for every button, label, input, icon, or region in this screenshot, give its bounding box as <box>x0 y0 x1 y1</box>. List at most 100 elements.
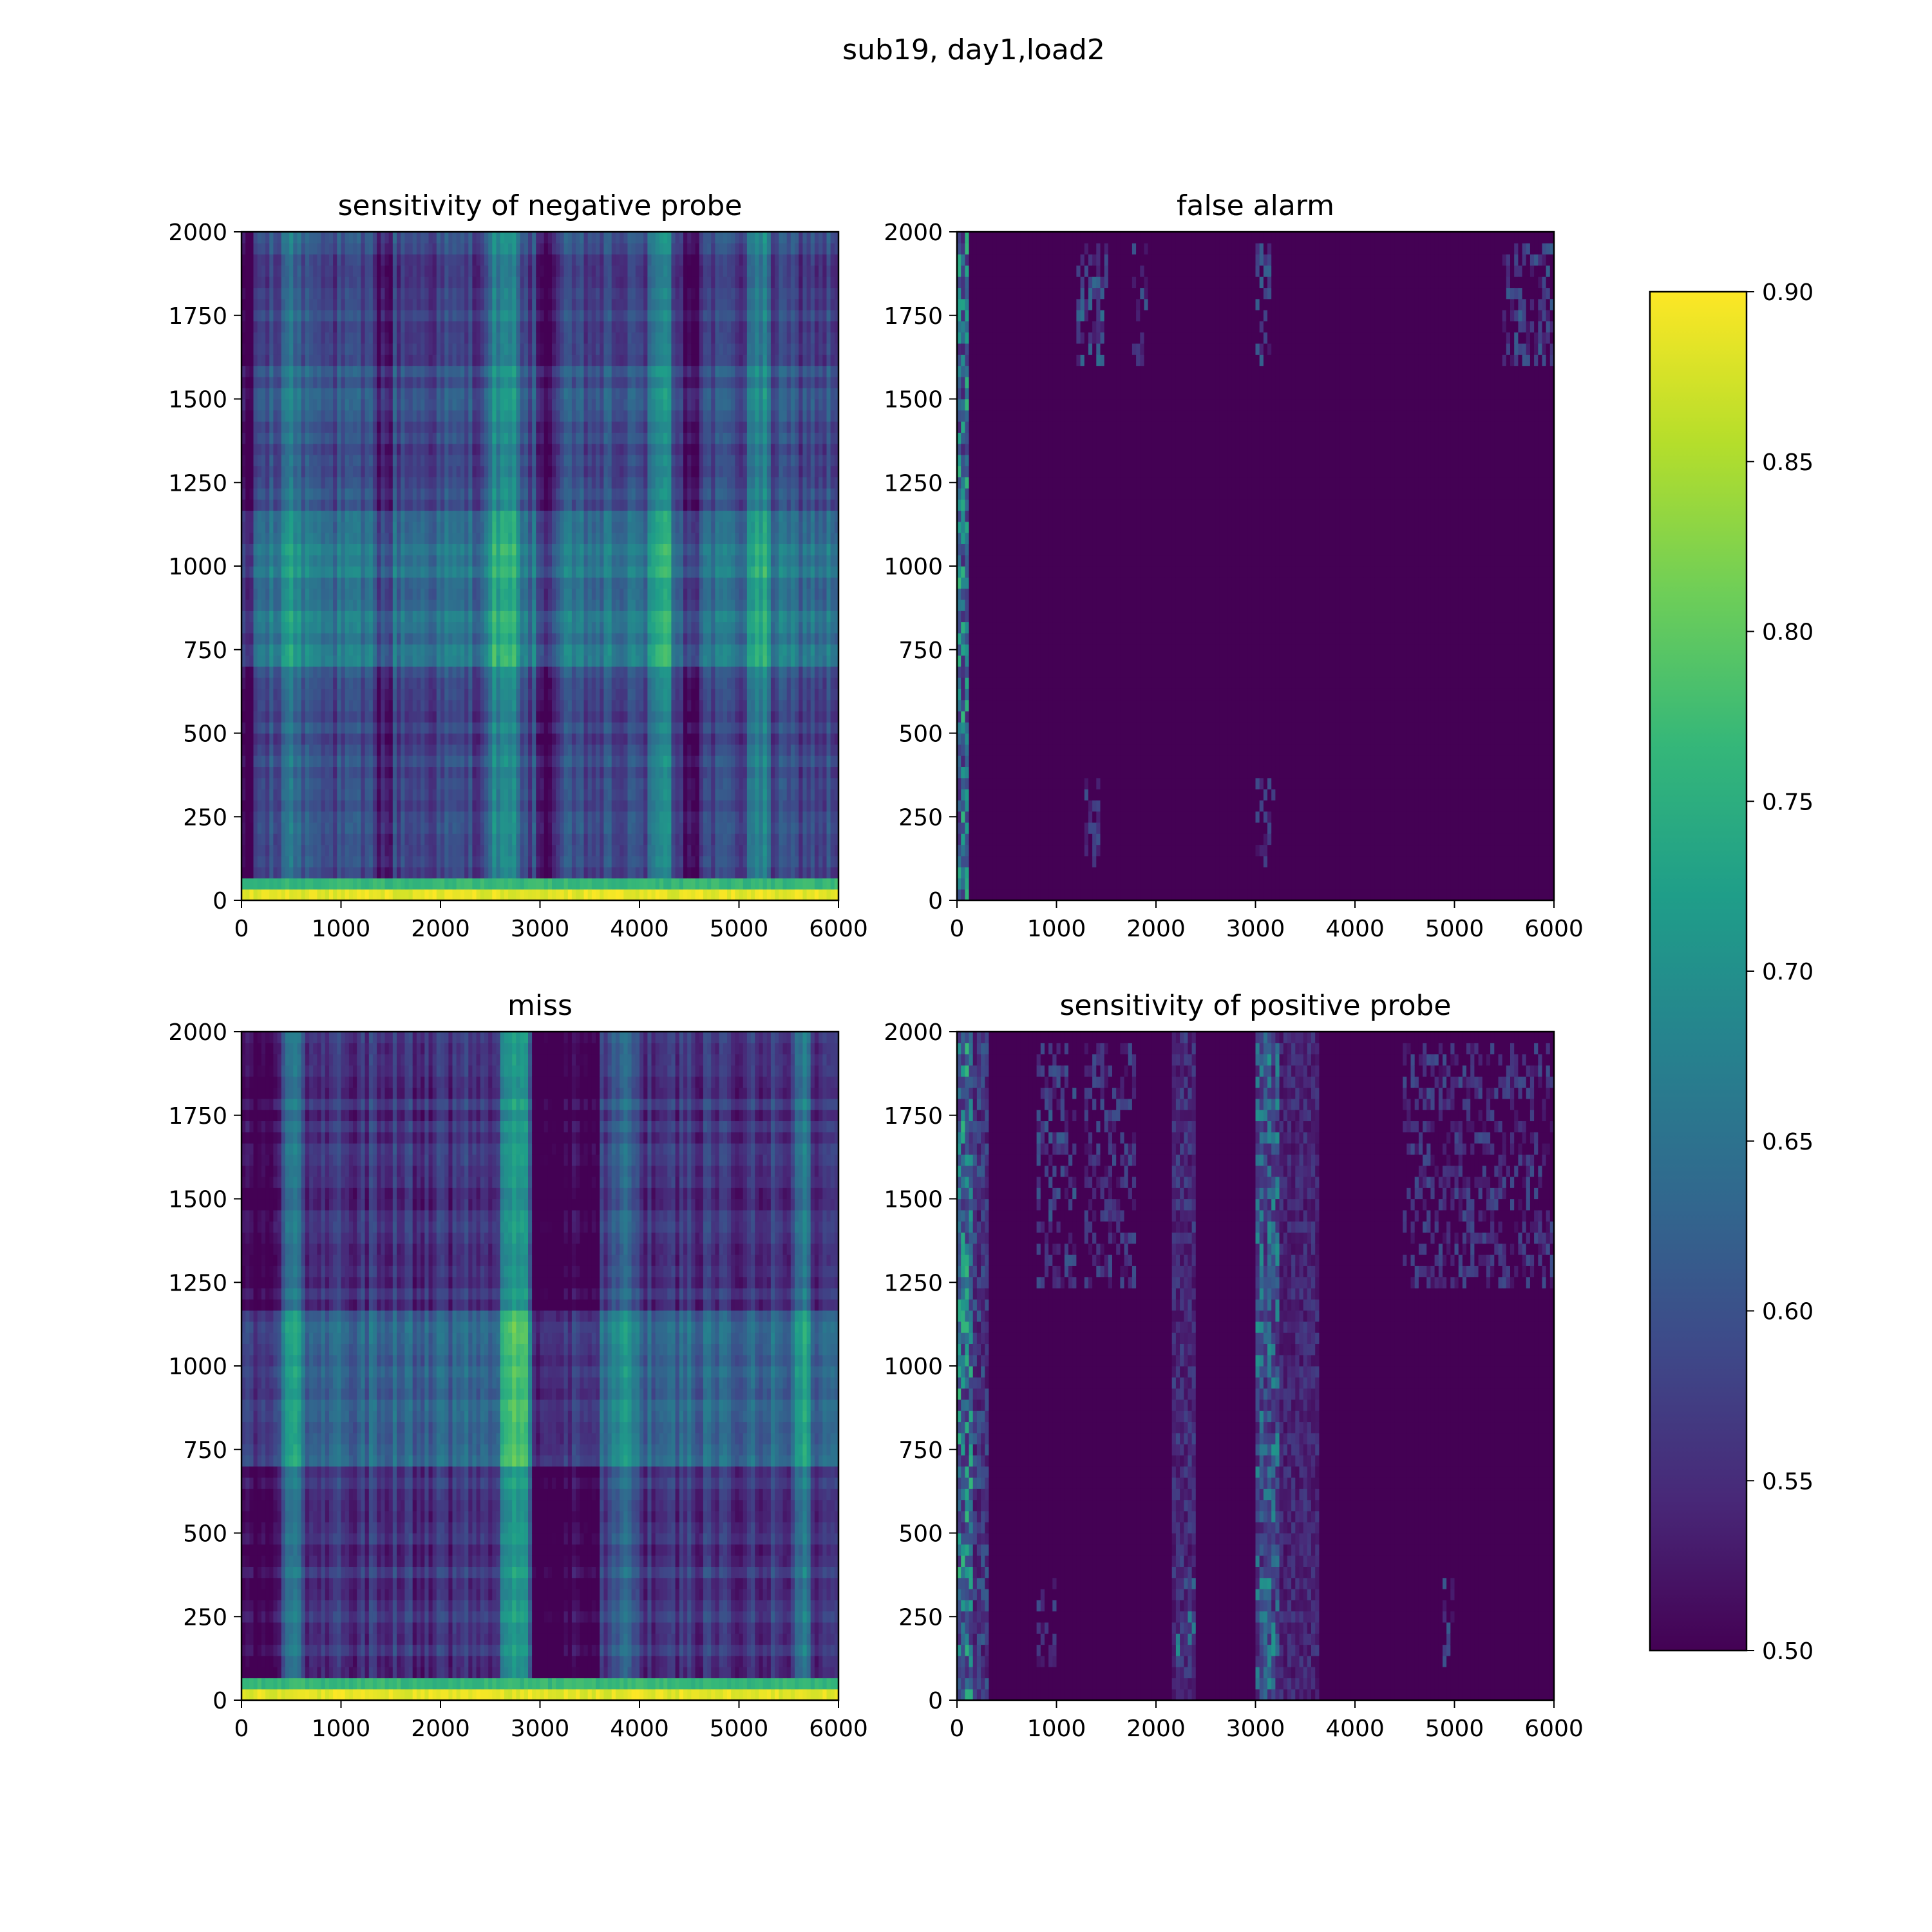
heatmap-cell <box>285 554 290 567</box>
heatmap-cell <box>440 455 445 466</box>
heatmap-cell <box>333 699 337 712</box>
heatmap-cell <box>357 889 361 901</box>
heatmap-cell <box>552 554 556 567</box>
heatmap-cell <box>552 510 556 522</box>
heatmap-cell <box>472 588 477 600</box>
heatmap-cell <box>313 777 317 790</box>
heatmap-cell <box>365 722 370 734</box>
heatmap-cell <box>273 666 278 678</box>
heatmap-cell <box>348 421 354 433</box>
heatmap-cell <box>265 811 270 823</box>
heatmap-cell <box>512 822 516 834</box>
heatmap-cell <box>528 521 533 533</box>
heatmap-cell <box>552 265 556 277</box>
heatmap-cell <box>365 410 370 422</box>
heatmap-cell <box>460 889 465 901</box>
heatmap-cell <box>512 365 516 377</box>
heatmap-cell <box>242 410 246 422</box>
heatmap-cell <box>540 844 545 857</box>
heatmap-cell <box>345 499 350 511</box>
heatmap-cell <box>253 710 258 723</box>
heatmap-cell <box>273 276 278 289</box>
heatmap-cell <box>476 833 481 846</box>
heatmap-cell <box>524 388 529 400</box>
heatmap-cell <box>571 789 576 800</box>
heatmap-cell <box>345 577 350 589</box>
heatmap-cell <box>313 833 317 846</box>
heatmap-cell <box>281 677 286 689</box>
heatmap-cell <box>464 766 469 779</box>
heatmap-cell <box>488 232 493 243</box>
heatmap-cell <box>297 455 302 466</box>
heatmap-cell <box>520 755 525 767</box>
heatmap-cell <box>492 533 497 544</box>
heatmap-cell <box>528 677 533 689</box>
heatmap-cell <box>348 744 354 756</box>
heatmap-cell <box>416 388 421 400</box>
heatmap-cell <box>381 321 386 333</box>
heatmap-cell <box>567 566 573 578</box>
heatmap-cell <box>484 432 489 444</box>
heatmap-cell <box>365 822 370 834</box>
heatmap-cell <box>277 466 282 478</box>
heatmap-cell <box>460 421 465 433</box>
heatmap-cell <box>401 588 405 600</box>
heatmap-cell <box>372 699 377 712</box>
heatmap-cell <box>476 488 481 500</box>
heatmap-cell <box>293 510 298 522</box>
heatmap-cell <box>329 733 334 745</box>
heatmap-cell <box>265 599 270 611</box>
heatmap-cell <box>372 777 377 790</box>
heatmap-cell <box>345 544 350 556</box>
heatmap-cell <box>472 889 477 901</box>
heatmap-cell <box>325 588 330 600</box>
heatmap-cell <box>567 655 573 667</box>
heatmap-cell <box>456 766 461 779</box>
heatmap-cell <box>476 354 481 366</box>
heatmap-cell <box>333 477 337 489</box>
heatmap-cell <box>384 822 390 834</box>
heatmap-cell <box>421 722 425 734</box>
heatmap-cell <box>313 644 317 656</box>
heatmap-cell <box>261 510 266 522</box>
heatmap-cell <box>460 677 465 689</box>
heatmap-cell <box>532 577 536 589</box>
heatmap-cell <box>365 488 370 500</box>
heatmap-cell <box>440 867 445 878</box>
heatmap-cell <box>348 477 354 489</box>
heatmap-cell <box>452 533 457 544</box>
heatmap-cell <box>261 321 266 333</box>
heatmap-cell <box>265 243 270 255</box>
heatmap-cell <box>384 811 390 823</box>
heatmap-cell <box>309 777 314 790</box>
heatmap-cell <box>564 688 569 701</box>
heatmap-cell <box>516 833 521 846</box>
heatmap-cell <box>337 878 342 890</box>
heatmap-cell <box>492 510 497 522</box>
heatmap-cell <box>404 822 410 834</box>
heatmap-cell <box>273 365 278 377</box>
heatmap-cell <box>452 243 457 255</box>
heatmap-cell <box>397 321 401 333</box>
heatmap-cell <box>281 477 286 489</box>
heatmap-cell <box>412 388 417 400</box>
heatmap-cell <box>448 800 453 812</box>
heatmap-cell <box>341 800 346 812</box>
heatmap-cell <box>345 621 350 634</box>
heatmap-cell <box>464 343 469 355</box>
heatmap-cell <box>273 443 278 455</box>
heatmap-cell <box>444 455 449 466</box>
heatmap-cell <box>468 855 473 867</box>
heatmap-cell <box>460 332 465 344</box>
heatmap-cell <box>301 855 306 867</box>
heatmap-cell <box>460 833 465 846</box>
heatmap-cell <box>368 488 374 500</box>
heatmap-cell <box>428 287 433 299</box>
heatmap-cell <box>547 878 553 890</box>
heatmap-cell <box>357 577 361 589</box>
heatmap-cell <box>484 566 489 578</box>
heatmap-cell <box>317 265 322 277</box>
heatmap-cell <box>297 688 302 701</box>
heatmap-cell <box>524 599 529 611</box>
heatmap-cell <box>341 722 346 734</box>
